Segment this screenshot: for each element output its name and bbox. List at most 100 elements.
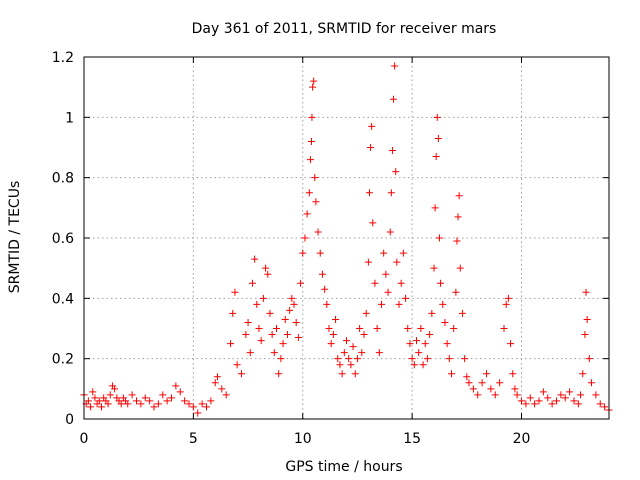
data-point xyxy=(410,361,418,369)
data-point xyxy=(454,213,462,221)
data-point xyxy=(397,279,405,287)
data-point xyxy=(371,279,379,287)
data-point xyxy=(386,228,394,236)
data-point xyxy=(325,325,333,332)
data-point xyxy=(581,331,589,339)
data-point xyxy=(318,270,326,278)
data-point xyxy=(531,400,539,408)
data-point xyxy=(577,391,585,399)
data-point xyxy=(392,168,400,176)
data-point xyxy=(388,147,396,155)
y-axis-title: SRMTID / TECUs xyxy=(7,181,23,294)
data-point xyxy=(137,400,145,408)
data-point xyxy=(154,400,162,408)
data-point xyxy=(297,279,305,287)
data-point xyxy=(367,144,375,151)
data-point xyxy=(211,379,219,387)
data-point xyxy=(309,83,317,91)
data-point xyxy=(522,400,530,408)
data-point xyxy=(526,394,534,402)
data-point xyxy=(557,391,565,399)
data-point xyxy=(553,397,560,405)
data-point xyxy=(592,391,600,399)
data-point xyxy=(511,385,519,393)
data-point xyxy=(384,288,392,296)
data-point xyxy=(303,210,311,218)
data-point xyxy=(268,331,276,339)
data-point xyxy=(207,397,215,405)
data-point xyxy=(419,361,427,369)
data-point xyxy=(391,62,399,70)
data-point xyxy=(393,258,401,266)
data-point xyxy=(98,403,105,411)
data-point xyxy=(395,300,403,308)
data-point xyxy=(233,361,241,369)
data-point xyxy=(399,249,407,257)
data-point xyxy=(168,394,175,402)
data-point xyxy=(369,219,377,227)
data-point xyxy=(582,288,590,296)
data-point xyxy=(402,294,410,302)
data-point xyxy=(570,397,578,405)
data-point xyxy=(368,122,376,130)
data-points xyxy=(80,62,613,417)
x-tick-label: 5 xyxy=(189,431,198,447)
data-point xyxy=(251,255,259,263)
data-point xyxy=(312,198,320,206)
data-point xyxy=(259,294,267,302)
data-point xyxy=(413,337,420,345)
data-point xyxy=(185,400,193,408)
data-point xyxy=(301,234,309,242)
data-point xyxy=(343,337,350,345)
y-tick-label: 1.2 xyxy=(52,50,74,66)
data-point xyxy=(176,388,184,396)
data-point xyxy=(358,349,366,357)
data-point xyxy=(106,391,114,399)
data-point xyxy=(433,113,441,121)
data-point xyxy=(375,349,383,357)
data-point xyxy=(601,403,609,411)
data-point xyxy=(104,400,112,408)
data-point xyxy=(264,270,272,278)
data-point xyxy=(336,361,344,369)
data-point xyxy=(463,373,471,381)
data-point xyxy=(329,331,337,339)
data-point xyxy=(453,237,461,245)
data-point xyxy=(255,325,263,332)
y-tick-label: 1 xyxy=(65,110,74,126)
data-point xyxy=(378,300,385,308)
data-point xyxy=(277,355,285,363)
data-point xyxy=(445,355,453,363)
data-point xyxy=(430,264,438,272)
axes: 0 0.2 0.4 0.6 0.8 1 1.2 0 5 10 15 20 xyxy=(52,50,610,447)
data-point xyxy=(450,325,458,332)
data-point xyxy=(294,334,302,342)
data-point xyxy=(390,95,398,103)
data-point xyxy=(513,391,521,399)
chart-title: Day 361 of 2011, SRMTID for receiver mar… xyxy=(192,21,497,37)
data-point xyxy=(452,288,460,296)
y-tick-label: 0.6 xyxy=(52,231,74,247)
data-point xyxy=(507,340,515,348)
data-point xyxy=(150,403,158,411)
data-point xyxy=(428,309,436,317)
data-point xyxy=(244,318,252,326)
data-point xyxy=(111,385,119,393)
data-point xyxy=(478,379,486,387)
data-point xyxy=(238,370,245,378)
data-point xyxy=(373,325,381,332)
data-point xyxy=(198,400,206,408)
data-point xyxy=(408,355,416,363)
grid xyxy=(84,57,609,419)
data-point xyxy=(310,77,318,85)
data-point xyxy=(253,300,261,308)
data-point xyxy=(585,355,593,363)
data-point xyxy=(323,300,331,308)
data-point xyxy=(434,134,442,142)
data-point xyxy=(283,331,291,339)
x-tick-label: 20 xyxy=(513,431,531,447)
data-point xyxy=(194,409,202,417)
data-point xyxy=(248,279,256,287)
x-axis-title: GPS time / hours xyxy=(285,459,402,475)
data-point xyxy=(305,189,313,197)
